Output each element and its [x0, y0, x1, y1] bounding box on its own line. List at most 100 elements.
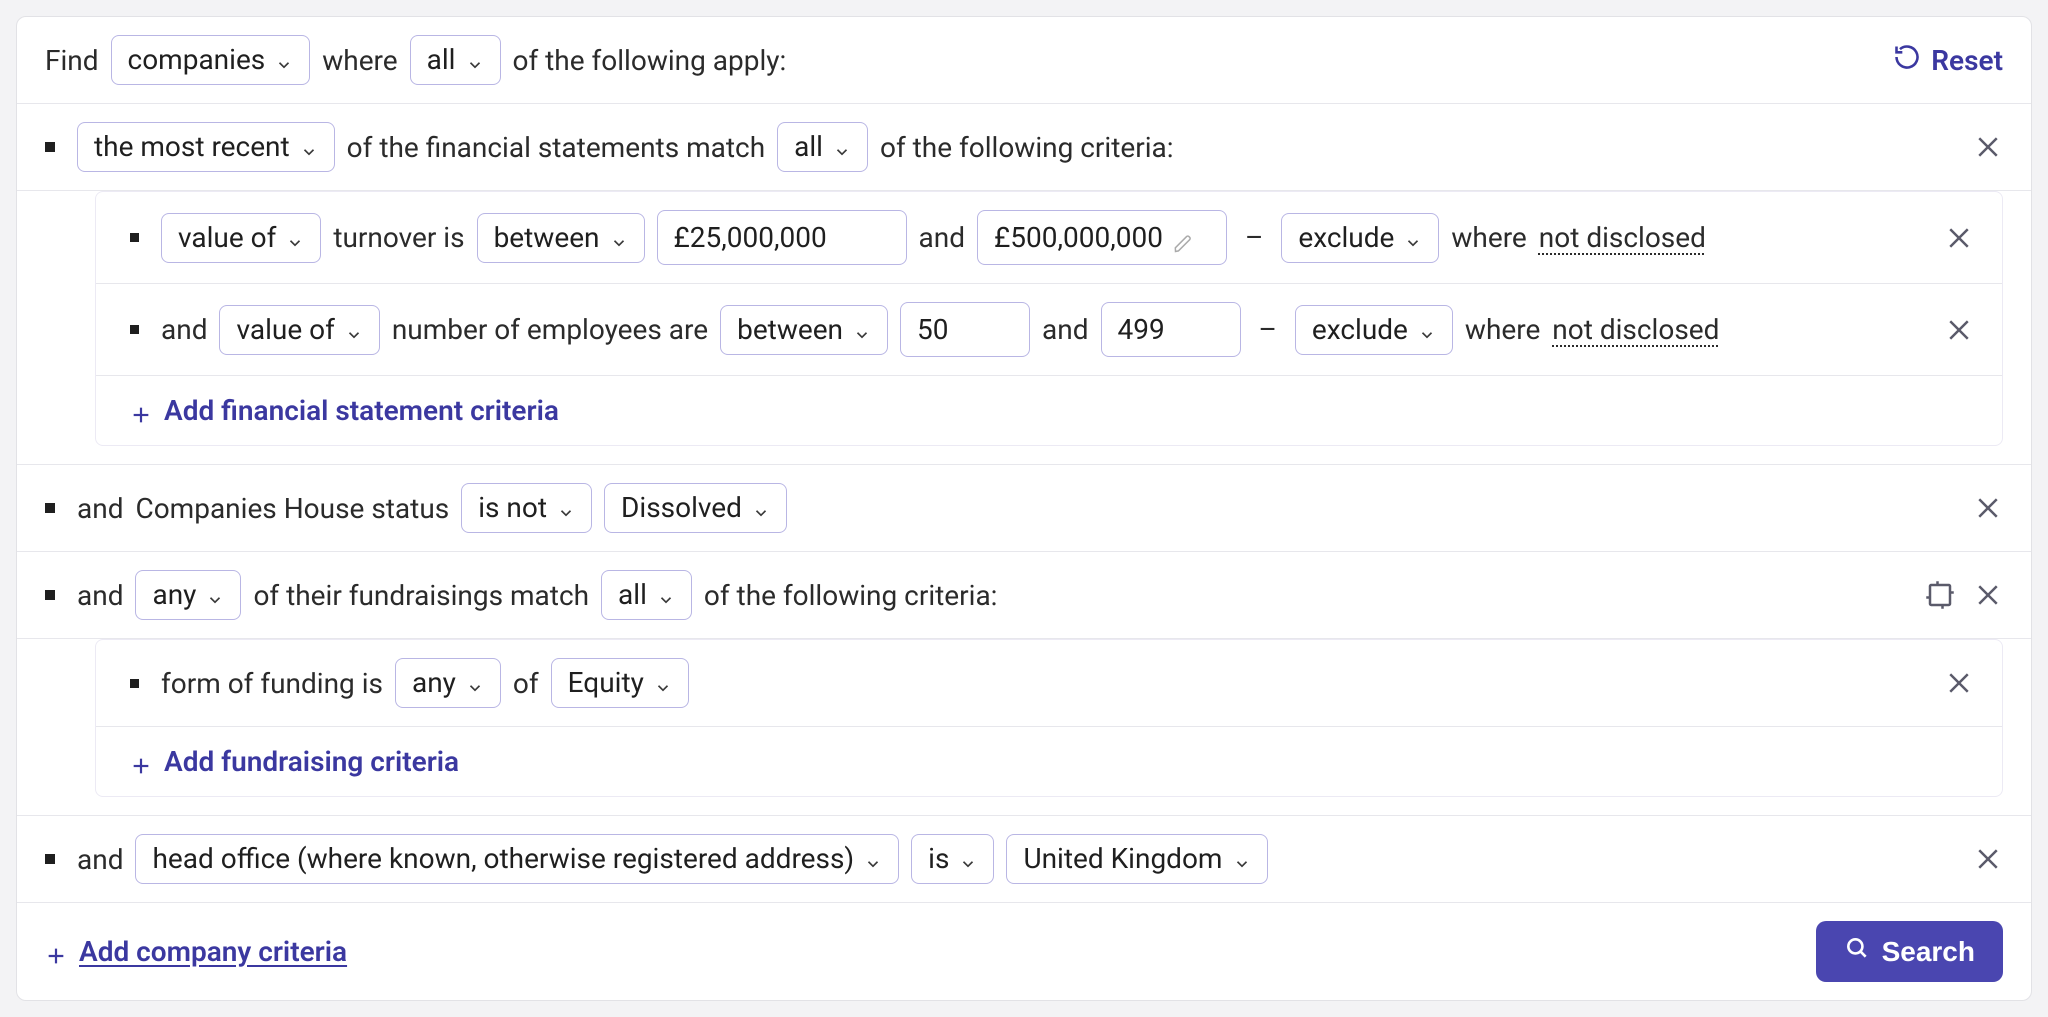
fin-match-select[interactable]: all	[777, 122, 868, 172]
from-input[interactable]: 50	[900, 302, 1030, 357]
add-fund-criteria-row: Add fundraising criteria	[96, 727, 2002, 796]
bullet-icon	[45, 590, 55, 600]
match-mode-select[interactable]: all	[410, 35, 501, 85]
fund-criteria-row: form of funding is any of Equity	[96, 640, 2002, 727]
remove-row-button[interactable]	[1973, 493, 2003, 523]
reset-label: Reset	[1931, 44, 2003, 77]
header-row: Find companies where all of the followin…	[17, 17, 2031, 104]
exclude-select[interactable]: exclude	[1295, 305, 1453, 355]
chevron-down-icon	[657, 586, 675, 604]
chevron-down-icon	[300, 138, 318, 156]
fund-qty-select[interactable]: any	[395, 658, 501, 708]
to-input[interactable]: £500,000,000	[977, 210, 1227, 265]
fund-row-label: form of funding is	[161, 667, 383, 700]
fund-criteria-label: of the following criteria:	[704, 579, 998, 612]
chevron-down-icon	[610, 229, 628, 247]
status-value-select[interactable]: Dissolved	[604, 483, 787, 533]
and-label: and	[919, 221, 965, 254]
fund-match-select[interactable]: all	[601, 570, 692, 620]
expand-button[interactable]	[1925, 580, 1955, 610]
fund-of-label: of their fundraisings match	[253, 579, 589, 612]
metric-label: number of employees are	[392, 313, 708, 346]
period-value: the most recent	[94, 133, 290, 161]
and-prefix: and	[77, 843, 123, 876]
search-button[interactable]: Search	[1816, 921, 2003, 982]
of-statements-label: of the financial statements match	[347, 131, 765, 164]
add-fund-criteria-button[interactable]: Add fundraising criteria	[130, 745, 459, 778]
metric-kind-select[interactable]: value of	[161, 213, 321, 263]
plus-icon	[45, 941, 67, 963]
status-label: Companies House status	[135, 492, 449, 525]
dash: –	[1253, 313, 1283, 346]
bullet-icon	[45, 142, 55, 152]
not-disclosed-label: not disclosed	[1539, 221, 1706, 254]
financial-group-row: the most recent of the financial stateme…	[17, 104, 2031, 191]
pencil-icon	[1173, 228, 1193, 248]
where-label: where	[1451, 221, 1526, 254]
where-label: where	[322, 44, 397, 77]
chevron-down-icon	[1233, 850, 1251, 868]
chevron-down-icon	[864, 850, 882, 868]
chevron-down-icon	[654, 674, 672, 692]
query-builder-panel: Find companies where all of the followin…	[16, 16, 2032, 1001]
financial-nested: value of turnover is between £25,000,000…	[95, 191, 2003, 446]
fin-criteria-row: and value of number of employees are bet…	[96, 284, 2002, 376]
remove-row-button[interactable]	[1944, 315, 1974, 345]
status-row: and Companies House status is not Dissol…	[17, 464, 2031, 552]
remove-row-button[interactable]	[1973, 132, 2003, 162]
status-op-select[interactable]: is not	[461, 483, 592, 533]
bullet-icon	[130, 233, 139, 242]
entity-select[interactable]: companies	[111, 35, 311, 85]
chevron-down-icon	[1404, 229, 1422, 247]
remove-row-button[interactable]	[1944, 223, 1974, 253]
metric-label: turnover is	[333, 221, 464, 254]
fundraising-group-row: and any of their fundraisings match all …	[17, 552, 2031, 639]
add-fin-criteria-button[interactable]: Add financial statement criteria	[130, 394, 559, 427]
add-company-criteria-button[interactable]: Add company criteria	[45, 935, 347, 968]
bullet-icon	[45, 854, 55, 864]
remove-row-button[interactable]	[1973, 844, 2003, 874]
fin-criteria-label: of the following criteria:	[880, 131, 1174, 164]
from-input[interactable]: £25,000,000	[657, 210, 907, 265]
chevron-down-icon	[557, 499, 575, 517]
of-following-label: of the following apply:	[513, 44, 787, 77]
fund-scope-select[interactable]: any	[135, 570, 241, 620]
entity-select-value: companies	[128, 46, 266, 74]
fund-of-label: of	[513, 667, 539, 700]
chevron-down-icon	[345, 321, 363, 339]
remove-row-button[interactable]	[1973, 580, 2003, 610]
op-select[interactable]: between	[720, 305, 888, 355]
reset-button[interactable]: Reset	[1893, 43, 2003, 78]
where-label: where	[1465, 313, 1540, 346]
and-label: and	[1042, 313, 1088, 346]
chevron-down-icon	[206, 586, 224, 604]
and-prefix: and	[77, 579, 123, 612]
remove-row-button[interactable]	[1944, 668, 1974, 698]
exclude-select[interactable]: exclude	[1281, 213, 1439, 263]
chevron-down-icon	[466, 674, 484, 692]
and-prefix: and	[161, 313, 207, 346]
chevron-down-icon	[752, 499, 770, 517]
bullet-icon	[45, 503, 55, 513]
to-input[interactable]: 499	[1101, 302, 1241, 357]
period-select[interactable]: the most recent	[77, 122, 335, 172]
location-field-select[interactable]: head office (where known, otherwise regi…	[135, 834, 899, 884]
op-select[interactable]: between	[477, 213, 645, 263]
plus-icon	[130, 751, 152, 773]
fin-criteria-row: value of turnover is between £25,000,000…	[96, 192, 2002, 284]
plus-icon	[130, 400, 152, 422]
location-value-select[interactable]: United Kingdom	[1006, 834, 1267, 884]
bullet-icon	[130, 325, 139, 334]
add-company-criteria-label: Add company criteria	[79, 935, 347, 968]
chevron-down-icon	[275, 51, 293, 69]
metric-kind-select[interactable]: value of	[219, 305, 379, 355]
location-op-select[interactable]: is	[911, 834, 994, 884]
fin-match-value: all	[794, 133, 823, 161]
and-prefix: and	[77, 492, 123, 525]
fund-value-select[interactable]: Equity	[551, 658, 689, 708]
footer-row: Add company criteria Search	[17, 903, 2031, 1000]
chevron-down-icon	[286, 229, 304, 247]
chevron-down-icon	[959, 850, 977, 868]
add-fin-criteria-row: Add financial statement criteria	[96, 376, 2002, 445]
find-label: Find	[45, 44, 99, 77]
